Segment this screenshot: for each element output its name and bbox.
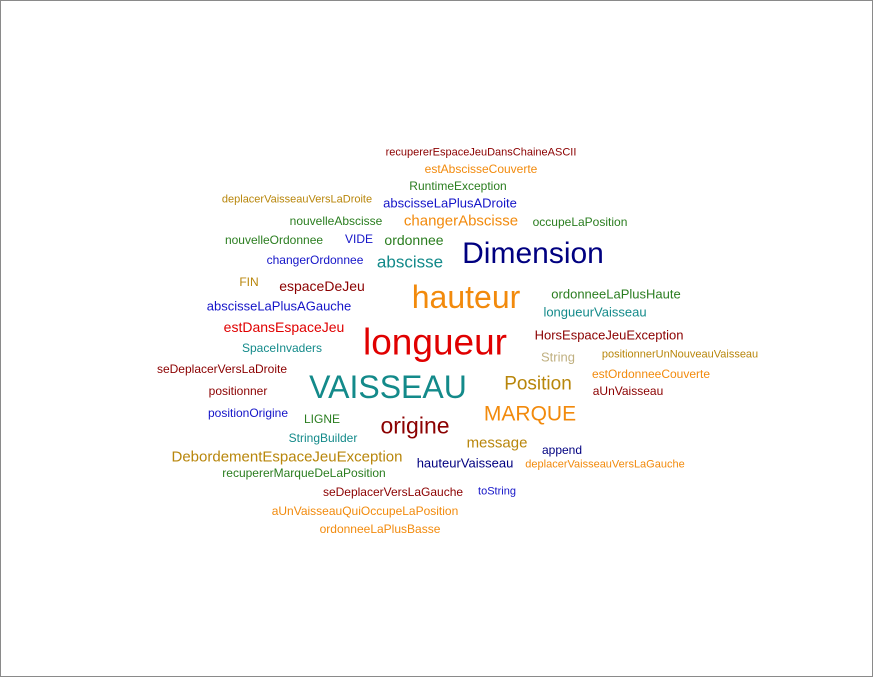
cloud-word: RuntimeException: [409, 179, 507, 193]
cloud-word: estOrdonneeCouverte: [591, 367, 711, 381]
cloud-word: changerOrdonnee: [266, 253, 364, 267]
cloud-word: FIN: [239, 275, 259, 289]
cloud-word: abscisse: [376, 252, 444, 272]
cloud-word: LIGNE: [303, 412, 341, 426]
cloud-word: StringBuilder: [288, 431, 358, 445]
cloud-word: hauteurVaisseau: [416, 455, 514, 471]
cloud-word: deplacerVaisseauVersLaDroite: [221, 193, 373, 206]
cloud-word: Dimension: [462, 237, 604, 270]
cloud-word: longueurVaisseau: [543, 304, 647, 320]
cloud-word: abscisseLaPlusAGauche: [206, 298, 352, 314]
cloud-word: positionnerUnNouveauVaisseau: [601, 348, 759, 361]
cloud-word: String: [541, 349, 575, 365]
cloud-word: origine: [380, 412, 450, 439]
cloud-word: HorsEspaceJeuException: [534, 327, 684, 343]
cloud-word: deplacerVaisseauVersLaGauche: [525, 458, 685, 471]
cloud-word: hauteur: [411, 279, 521, 315]
cloud-word: positionOrigine: [207, 406, 289, 420]
cloud-word: append: [541, 443, 583, 457]
cloud-word: seDeplacerVersLaDroite: [156, 362, 288, 376]
cloud-word: aUnVaisseau: [592, 384, 664, 398]
cloud-word: seDeplacerVersLaGauche: [322, 485, 464, 499]
cloud-word: recupererMarqueDeLaPosition: [222, 466, 386, 480]
cloud-word: ordonneeLaPlusHaute: [551, 286, 681, 302]
cloud-word: estAbscisseCouverte: [424, 162, 538, 176]
cloud-word: MARQUE: [483, 402, 577, 426]
cloud-word: SpaceInvaders: [241, 341, 323, 355]
cloud-word: ordonneeLaPlusBasse: [319, 522, 441, 536]
cloud-word: nouvelleOrdonnee: [224, 233, 324, 247]
cloud-word: DebordementEspaceJeuException: [171, 448, 403, 466]
cloud-word: aUnVaisseauQuiOccupeLaPosition: [271, 504, 459, 518]
cloud-word: positionner: [208, 384, 268, 398]
cloud-word: abscisseLaPlusADroite: [383, 195, 517, 211]
cloud-word: toString: [478, 485, 516, 498]
cloud-word: ordonnee: [384, 232, 444, 248]
cloud-word: Position: [504, 373, 572, 395]
cloud-word: VIDE: [344, 232, 374, 246]
cloud-word: nouvelleAbscisse: [289, 214, 383, 228]
cloud-word: message: [466, 434, 528, 452]
cloud-word: recupererEspaceJeuDansChaineASCII: [385, 146, 577, 159]
cloud-word: longueur: [362, 321, 508, 363]
cloud-word: occupeLaPosition: [532, 215, 628, 229]
cloud-word: VAISSEAU: [309, 369, 467, 405]
cloud-word: changerAbscisse: [403, 212, 519, 230]
cloud-word: espaceDeJeu: [279, 278, 365, 294]
cloud-word: estDansEspaceJeu: [223, 319, 345, 335]
